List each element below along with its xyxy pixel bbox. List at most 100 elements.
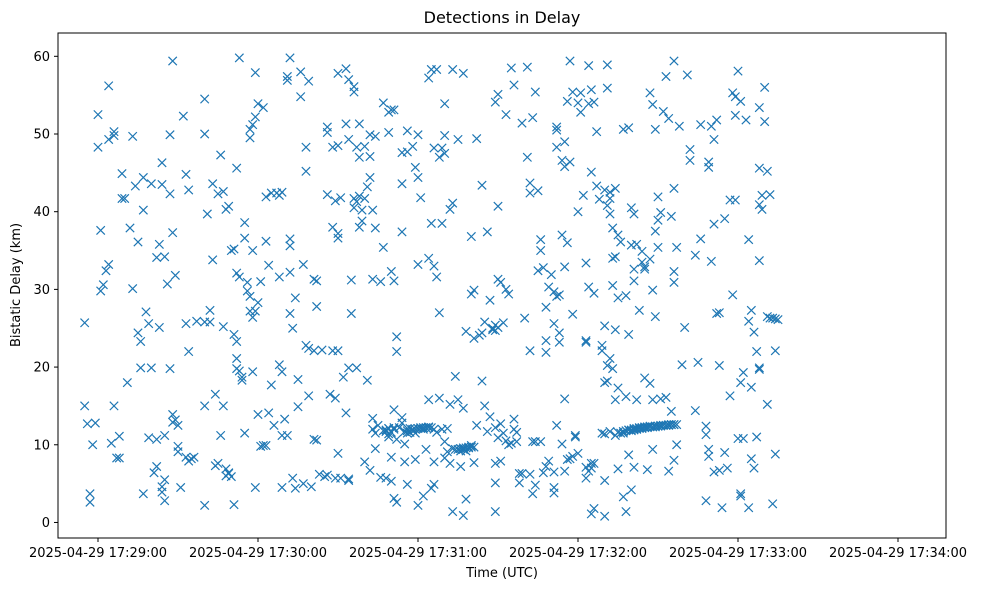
data-point [746,454,756,464]
data-point [701,496,711,506]
data-point [328,142,338,152]
data-point [669,183,679,194]
data-point [770,314,780,324]
data-point [370,223,380,233]
data-point [728,290,738,300]
data-point [629,209,639,219]
data-point [549,467,559,477]
data-point [104,134,114,145]
data-point [434,393,444,403]
data-point [397,227,407,237]
data-point [152,434,162,444]
data-point [304,76,314,86]
data-point [410,454,420,465]
data-point [149,468,159,478]
data-point [528,437,538,447]
data-point [773,315,783,325]
data-point [333,141,343,151]
data-point [541,336,551,346]
data-point [165,364,175,374]
data-point [565,56,575,66]
data-point [448,198,458,208]
data-point [525,469,535,479]
data-point [165,130,175,140]
data-point [477,328,487,338]
data-point [568,451,578,462]
data-point [402,479,412,490]
data-point [685,155,695,166]
data-point [109,401,119,411]
data-point [237,375,247,385]
data-point [386,266,396,277]
data-point [93,142,103,152]
data-point [605,426,615,437]
data-point [608,364,618,374]
data-point [669,419,679,430]
data-point [653,242,663,253]
data-point [370,428,380,438]
data-point [312,301,322,312]
data-point [501,109,511,120]
data-point [400,439,410,449]
data-point [664,113,674,124]
data-point [645,254,655,264]
data-point [493,201,503,211]
data-point [632,395,642,405]
data-point [448,506,458,517]
data-point [96,225,106,235]
data-point [181,318,191,329]
data-point [424,422,434,432]
data-point [261,236,271,246]
data-point [277,482,287,493]
data-point [200,500,210,510]
data-point [618,426,628,437]
data-point [184,185,194,195]
data-point [274,360,284,370]
data-point [392,332,402,342]
data-point [562,454,572,465]
data-point [544,456,554,466]
data-point [658,106,668,117]
data-point [394,423,404,433]
data-point [533,266,543,276]
data-point [138,172,148,183]
data-point [248,120,258,130]
data-point [234,53,244,63]
data-point [146,179,156,189]
data-point [301,166,311,176]
data-point [477,180,487,190]
data-point [754,200,764,210]
data-point [248,312,258,322]
data-point [496,277,506,288]
data-point [186,454,196,464]
data-point [277,187,287,197]
data-point [389,493,399,504]
data-point [232,163,242,173]
data-point [261,192,271,202]
data-point [554,337,564,347]
data-point [704,157,714,167]
data-point [568,87,578,97]
data-point [413,130,423,140]
data-point [709,219,719,229]
data-point [522,62,532,72]
x-tick-label: 2025-04-29 17:32:00 [509,546,647,561]
data-point [90,418,100,428]
data-point [386,105,396,115]
data-point [757,204,767,214]
data-point [365,151,375,162]
data-point [80,401,90,411]
data-point [370,131,380,141]
data-point [456,461,466,472]
data-point [301,142,311,152]
x-axis: 2025-04-29 17:29:00 2025-04-29 17:30:00 20… [29,538,967,561]
data-point [440,130,450,141]
data-point [560,262,570,272]
data-point [552,142,562,152]
data-point [736,377,746,388]
x-axis-title: Time (UTC) [465,566,538,581]
y-axis: 0 10 20 30 40 50 60 [33,50,58,531]
data-point [234,272,244,282]
data-point [586,167,596,177]
data-point [352,363,362,373]
